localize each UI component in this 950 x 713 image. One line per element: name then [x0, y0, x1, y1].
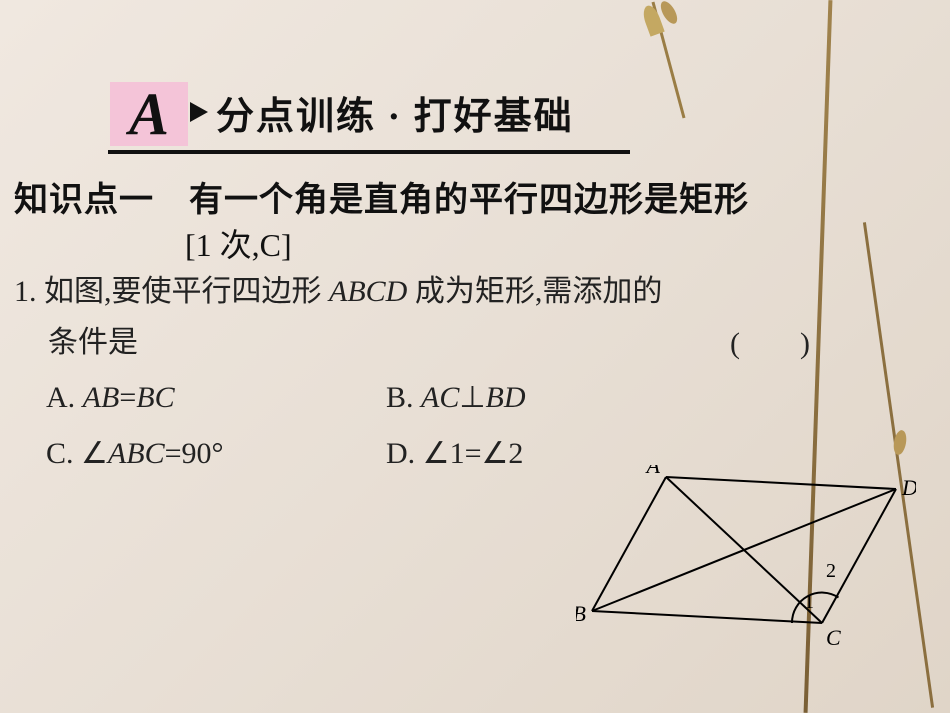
svg-text:1: 1 [804, 591, 814, 613]
question-line1: 如图,要使平行四边形 ABCD 成为矩形,需添加的 [44, 275, 662, 308]
answer-blank: ( ) [730, 318, 810, 362]
badge-letter: A [129, 84, 169, 144]
parallelogram-diagram: A D C B 12 [576, 465, 916, 655]
kp-text: 有一个角是直角的平行四边形是矩形 [189, 182, 749, 219]
section-title: 分点训练 · 打好基础 [216, 85, 574, 140]
svg-text:2: 2 [826, 560, 836, 582]
svg-text:A: A [645, 465, 661, 478]
section-header: A 分点训练 · 打好基础 [110, 82, 574, 146]
badge-triangle-icon [190, 102, 208, 122]
options-block: A. AB=BC B. AC⊥BD C. ∠ABC=90° D. ∠1=∠2 [46, 370, 526, 481]
knowledge-point-title: 知识点一 有一个角是直角的平行四边形是矩形 [14, 172, 749, 221]
option-a: A. AB=BC [46, 370, 386, 426]
option-d: D. ∠1=∠2 [386, 426, 523, 482]
svg-text:B: B [576, 601, 586, 626]
question-number: 1. [14, 275, 37, 308]
svg-text:D: D [901, 475, 916, 500]
section-underline [108, 150, 630, 154]
option-c: C. ∠ABC=90° [46, 426, 386, 482]
question-line2: 条件是 [14, 317, 662, 368]
option-b: B. AC⊥BD [386, 370, 526, 426]
kp-label: 知识点一 [14, 182, 154, 219]
section-badge: A [110, 82, 188, 146]
question-stem: 1. 如图,要使平行四边形 ABCD 成为矩形,需添加的 条件是 [14, 266, 662, 368]
knowledge-point-sub: [1 次,C] [185, 220, 292, 266]
svg-text:C: C [826, 625, 841, 650]
